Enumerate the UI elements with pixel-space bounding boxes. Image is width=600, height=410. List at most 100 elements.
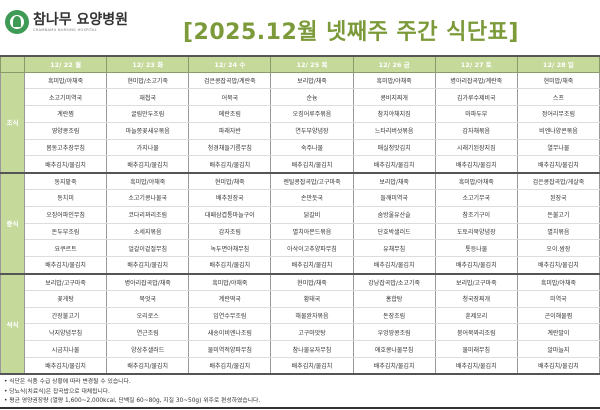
menu-cell: 배추김치/물김치 (23, 155, 108, 174)
menu-cell: 오리로스 (106, 307, 190, 325)
menu-cell: 된장국 (516, 189, 600, 207)
meal-label: 조식 (0, 72, 25, 174)
page-title: [2025.12월 넷째주 주간 식단표] (183, 20, 519, 45)
table-row: 소고기미역국 재첩국 어묵국 순늉 콩비지찌개 김가루수제비국 스프 (1, 88, 600, 107)
menu-cell: 배추김치/물김치 (352, 155, 436, 174)
menu-cell: 간장불고기 (23, 307, 108, 325)
corner-cell (0, 55, 25, 73)
menu-cell: 계란찜 (23, 105, 108, 123)
menu-cell: 곤이해물찜 (516, 307, 600, 325)
table-row: 계란찜 굴림만두조림 메란조림 오징어루주볶음 참치야채지짐 마파두부 정어리무조림 (1, 105, 600, 123)
menu-cell: 계란말이 (516, 323, 600, 342)
menu-cell: 흑미밥/야채죽 (23, 72, 108, 90)
menu-cell: 낙지양념무침 (23, 323, 108, 342)
menu-cell: 물미래무침 (434, 340, 518, 359)
day-header: 12/ 22 월 (23, 55, 108, 73)
menu-cell: 배추김치/물김치 (434, 256, 518, 275)
menu-cell: 느타리버섯볶음 (352, 122, 436, 140)
menu-cell: 흑미밥/야채죽 (434, 172, 518, 191)
hospital-name: 참나무 요양병원 (33, 11, 129, 28)
menu-cell: 양상추샐러드 (106, 340, 190, 359)
menu-cell: 마늘쫑꽃새우볶음 (106, 122, 190, 140)
menu-cell: 배추김치/물김치 (434, 155, 518, 174)
day-header: 12/ 24 수 (188, 55, 272, 73)
menu-cell: 소고기미역국 (23, 88, 108, 107)
menu-cell: 새송이비엔나조림 (188, 323, 272, 342)
menu-cell: 배추김치/물김치 (270, 256, 354, 275)
menu-cell: 임연수무조림 (188, 307, 272, 325)
day-header: 12/ 25 목 (270, 55, 354, 73)
menu-cell: 애호콩나물무침 (352, 340, 436, 359)
table-row: 영양콩조림 마늘쫑꽃새우볶음 파래자반 연두부양념장 느타리버섯볶음 감자채볶음 비엔나양콘… (1, 122, 600, 140)
menu-cell: 보리밥/고구마죽 (23, 273, 108, 291)
menu-cell: 보리밥/채죽 (352, 172, 436, 191)
meal-table: 12/ 22 월 12/ 23 화 12/ 24 수 12/ 25 목 12/ 26 금… (0, 55, 600, 376)
menu-cell: 미역국 (516, 290, 600, 308)
leaf-logo-icon (5, 10, 29, 34)
menu-cell: 배추김치/물김치 (270, 155, 354, 174)
note-item: • 평균 영양권장량 (열량 1,600~2,000kcal, 단백질 60~8… (4, 398, 261, 404)
menu-cell: 대패삼겹통마늘구이 (188, 206, 272, 224)
menu-cell: 도토리묵양념장 (434, 223, 518, 241)
day-header: 12/ 26 금 (352, 55, 436, 73)
menu-cell: 어묵국 (188, 88, 272, 107)
menu-cell: 닭갈비 (270, 206, 354, 224)
menu-cell: 연두부양념장 (270, 122, 354, 140)
table-row: 배추김치/물김치 배추김치/물김치 배추김치/물김치 배추김치/물김치 배추김치/물김치… (1, 256, 600, 275)
menu-cell: 멸치아몬드볶음 (270, 223, 354, 241)
menu-cell: 정어리무조림 (516, 105, 600, 123)
hospital-name-en: CHAMNAMU NURSING HOSPITAL (33, 27, 97, 32)
menu-cell: 병아리잡곡밥/계란죽 (434, 72, 518, 90)
menu-cell: 배추김치/물김치 (188, 357, 272, 376)
menu-cell: 시금치나물 (23, 340, 108, 359)
menu-cell: 흑미밥/야채죽 (106, 172, 190, 191)
menu-cell: 물미역적양파무침 (188, 340, 272, 359)
menu-cell: 검은콩잡곡밥/계란죽 (188, 72, 272, 90)
notes: • 식단은 식품 수급 상황에 따라 변경될 수 있습니다. • 당뇨식(치료식)… (4, 378, 260, 407)
menu-cell: 영양콩조림 (23, 122, 108, 140)
menu-cell: 스프 (516, 88, 600, 107)
page-header: 참나무 요양병원 CHAMNAMU NURSING HOSPITAL [2025… (0, 0, 600, 55)
menu-cell: 순늉 (270, 88, 354, 107)
menu-cell: 검은콩잡곡밥/게살죽 (516, 172, 600, 191)
menu-cell: 보리밥/채죽 (270, 72, 354, 90)
note-item: • 당뇨식(치료식)은 잡곡밥으로 대체됩니다. (4, 388, 110, 395)
menu-cell: 우엉땅콩조림 (352, 323, 436, 342)
day-header: 12/ 28 일 (516, 55, 600, 73)
menu-cell: 톳등나물 (434, 239, 518, 258)
menu-cell: 오징어루주볶음 (270, 105, 354, 123)
meal-label: 석식 (0, 273, 25, 376)
menu-cell: 흑미밥/야채죽 (352, 72, 436, 90)
divider (0, 407, 600, 409)
menu-cell: 소고기콩나물국 (106, 189, 190, 207)
menu-cell: 열무나물 (516, 139, 600, 157)
table-row: 봄동고추장무침 가지나물 청경채들기름무침 숙주나물 매실청맛김치 시래기된장지짐 열무나물 (1, 139, 600, 157)
table-row: 배추김치/물김치 배추김치/물김치 배추김치/물김치 배추김치/물김치 배추김치/물김치… (1, 155, 600, 174)
menu-cell: 봄동고추장무침 (23, 139, 108, 157)
menu-cell: 감자조림 (188, 223, 272, 241)
menu-cell: 렌틸콩잡곡밥/고구마죽 (270, 172, 354, 191)
day-header-row: 12/ 22 월 12/ 23 화 12/ 24 수 12/ 25 목 12/ 26 금… (0, 55, 600, 73)
menu-cell: 북엇국 (106, 290, 190, 308)
table-row: 동치미 소고기콩나물국 배추된장국 손만둣국 들깨미역국 소고기무국 된장국 (1, 189, 600, 207)
menu-cell: 고구마맛탕 (270, 323, 354, 342)
menu-cell: 홍합탕 (352, 290, 436, 308)
menu-cell: 흑미밥/야채죽 (188, 273, 272, 291)
menu-cell: 병아리잡곡밥/채죽 (106, 273, 190, 291)
menu-cell: 멸치볶음 (516, 223, 600, 241)
table-row: 오징어파인무침 코다리꽈리조림 대패삼겹통마늘구이 닭갈비 숨방울유산슬 참조기구이 돈불고… (1, 206, 600, 224)
menu-cell: 참조기구이 (434, 206, 518, 224)
menu-cell: 보리밥/고구마죽 (434, 273, 518, 291)
menu-cell: 현미밥/채죽 (270, 273, 354, 291)
note-item: • 식단은 식품 수급 상황에 따라 변경될 수 있습니다. (4, 379, 131, 385)
table-row: 중식 동지팥죽 흑미밥/야채죽 현미밥/채죽 렌틸콩잡곡밥/고구마죽 보리밥/채죽 흑미밥/… (0, 172, 600, 275)
table-row: 시금치나물 양상추샐러드 물미역적양파무침 참나물유자무침 애호콩나물무침 물미래무침 알마… (1, 340, 600, 359)
table-row: 배추김치/물김치 배추김치/물김치 배추김치/물김치 배추김치/물김치 배추김치/물김치… (1, 357, 600, 376)
menu-cell: 요쿠르트 (23, 239, 108, 258)
menu-cell: 돈장조림 (352, 307, 436, 325)
menu-cell: 파래자반 (188, 122, 272, 140)
menu-cell: 배추김치/물김치 (516, 357, 600, 376)
menu-cell: 배추김치/물김치 (516, 256, 600, 275)
meal-label: 중식 (0, 172, 25, 275)
menu-cell: 굴림만두조림 (106, 105, 190, 123)
